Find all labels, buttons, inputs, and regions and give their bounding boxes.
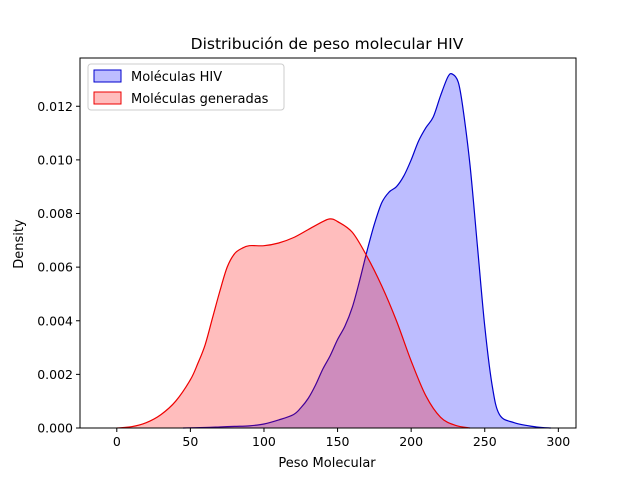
x-tick-label: 200 xyxy=(399,434,423,449)
x-tick-label: 250 xyxy=(473,434,497,449)
legend-swatch-generated xyxy=(93,91,122,105)
x-tick-label: 100 xyxy=(252,434,276,449)
x-tick-label: 300 xyxy=(546,434,570,449)
density-line-1 xyxy=(116,218,471,429)
chart-title: Distribución de peso molecular HIV xyxy=(191,35,464,53)
y-tick-label: 0.004 xyxy=(37,313,73,328)
density-areas xyxy=(116,72,552,429)
density-area-1 xyxy=(116,218,471,428)
x-tick-label: 0 xyxy=(113,434,121,449)
legend-label-hiv: Moléculas HIV xyxy=(131,70,222,85)
y-tick-label: 0.008 xyxy=(37,206,73,221)
y-axis-label: Density xyxy=(12,219,27,269)
legend: Moléculas HIV Moléculas generadas xyxy=(87,63,285,111)
plot-frame xyxy=(79,57,577,429)
legend-label-generated: Moléculas generadas xyxy=(131,92,269,107)
x-tick-label: 150 xyxy=(326,434,350,449)
density-line-0 xyxy=(183,72,552,429)
y-tick-label: 0.006 xyxy=(37,260,73,275)
x-axis-label: Peso Molecular xyxy=(278,456,376,471)
y-tick-label: 0.002 xyxy=(37,367,73,382)
y-axis-ticks: 0.000 0.002 0.004 0.006 0.008 0.010 0.012 xyxy=(37,99,80,436)
y-tick-label: 0.000 xyxy=(37,421,73,436)
x-tick-label: 50 xyxy=(182,434,198,449)
legend-box xyxy=(87,63,285,111)
density-area-0 xyxy=(183,73,551,428)
legend-swatch-hiv xyxy=(93,69,122,83)
y-tick-label: 0.012 xyxy=(37,99,73,114)
y-tick-label: 0.010 xyxy=(37,152,73,167)
x-axis-ticks: 0 50 100 150 200 250 300 xyxy=(113,428,570,449)
